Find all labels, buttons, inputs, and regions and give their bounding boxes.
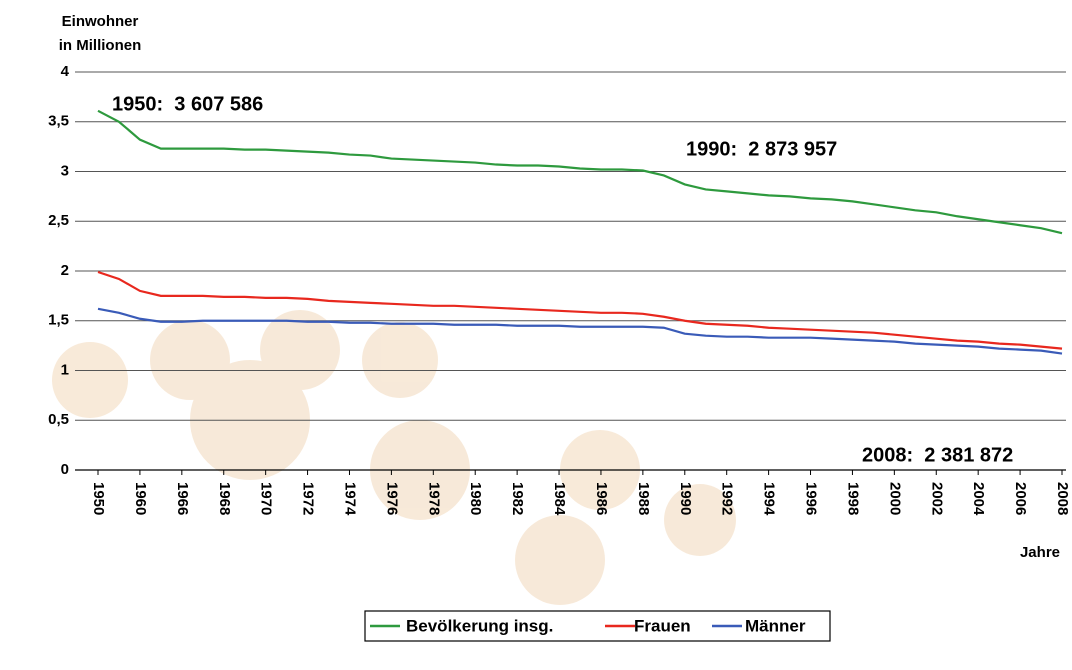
x-tick-label: 2004 bbox=[970, 482, 987, 516]
x-tick-label: 1990 bbox=[677, 482, 694, 515]
annotation: 2008: 2 381 872 bbox=[862, 444, 1013, 466]
x-tick-label: 2008 bbox=[1054, 482, 1071, 515]
x-tick-label: 1966 bbox=[174, 482, 191, 515]
y-tick-label: 1 bbox=[61, 361, 69, 378]
x-tick-label: 1994 bbox=[761, 482, 778, 516]
x-tick-label: 2000 bbox=[886, 482, 903, 515]
x-axis-label: Jahre bbox=[1020, 544, 1060, 561]
data-line bbox=[97, 109, 1063, 235]
y-tick-label: 4 bbox=[61, 63, 70, 80]
y-tick-label: 0,5 bbox=[48, 411, 69, 428]
x-tick-label: 1984 bbox=[551, 482, 568, 516]
y-axis-label: in Millionen bbox=[59, 37, 142, 54]
x-tick-label: 1986 bbox=[593, 482, 610, 515]
x-tick-label: 1988 bbox=[635, 482, 652, 515]
background-decoration bbox=[52, 310, 736, 605]
x-tick-label: 1960 bbox=[132, 482, 149, 515]
legend-label: Frauen bbox=[634, 616, 691, 635]
y-axis-label: Einwohner bbox=[62, 13, 139, 30]
x-tick-label: 1998 bbox=[844, 482, 861, 515]
y-tick-label: 2,5 bbox=[48, 212, 69, 229]
x-tick-label: 1968 bbox=[216, 482, 233, 515]
x-tick-label: 1976 bbox=[383, 482, 400, 515]
annotation: 1990: 2 873 957 bbox=[686, 138, 837, 160]
data-line bbox=[97, 270, 1063, 350]
x-tick-label: 2002 bbox=[928, 482, 945, 515]
y-tick-label: 3 bbox=[61, 162, 69, 179]
y-tick-label: 2 bbox=[61, 262, 69, 279]
x-tick-label: 1978 bbox=[425, 482, 442, 515]
x-tick-label: 1970 bbox=[258, 482, 275, 515]
x-tick-label: 1982 bbox=[509, 482, 526, 515]
legend-label: Bevölkerung insg. bbox=[406, 616, 553, 635]
legend-box bbox=[364, 610, 831, 642]
x-tick-label: 1950 bbox=[90, 482, 107, 515]
data-line bbox=[97, 307, 1063, 355]
x-tick-label: 2006 bbox=[1012, 482, 1029, 515]
legend-label: Männer bbox=[745, 616, 806, 635]
x-tick-label: 1996 bbox=[803, 482, 820, 515]
x-tick-label: 1974 bbox=[342, 482, 359, 516]
x-tick-label: 1972 bbox=[300, 482, 317, 515]
x-tick-label: 1992 bbox=[719, 482, 736, 515]
annotation: 1950: 3 607 586 bbox=[112, 93, 263, 115]
y-tick-label: 0 bbox=[61, 461, 69, 478]
x-tick-label: 1980 bbox=[467, 482, 484, 515]
y-tick-label: 3,5 bbox=[48, 113, 69, 130]
y-tick-label: 1,5 bbox=[48, 312, 69, 329]
